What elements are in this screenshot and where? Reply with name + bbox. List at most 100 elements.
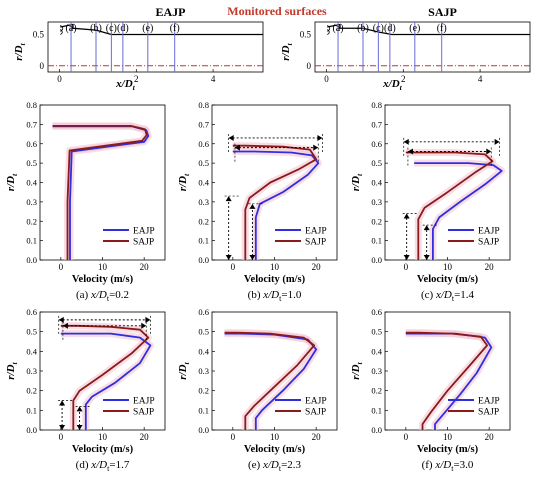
series-line-sajp: [60, 324, 150, 430]
y-tick-label: 0.3: [26, 197, 37, 207]
arrow-head: [58, 316, 64, 323]
series-line-eajp: [60, 332, 152, 430]
legend-label-sajp: SAJP: [478, 408, 499, 418]
y-tick-label: 0.7: [371, 119, 382, 129]
x-tick-label: 10: [98, 262, 108, 272]
top-panel-title: SAJP: [428, 5, 457, 19]
y-axis-label-main: r/D: [280, 45, 292, 60]
arrow-head: [403, 138, 409, 145]
legend-label-sajp: SAJP: [305, 238, 326, 248]
caption-value: =2.3: [281, 459, 301, 471]
series-glow-eajp: [224, 330, 320, 430]
velocity-panel-d: 0 10 20 0.0 0.1 0.2 0.3 0.4 0.5 0.6 Velocity (m/s)…: [5, 307, 166, 473]
y-tick-label: 0.5: [371, 158, 382, 168]
series-line-sajp: [232, 144, 318, 260]
y-tick-label: 0.1: [26, 236, 37, 246]
x-tick-label: 0: [404, 262, 409, 272]
arrow-head: [225, 196, 232, 202]
top-panel-frame: [314, 21, 531, 73]
y-tick-label: 0.3: [198, 197, 209, 207]
caption-prefix: (c): [421, 289, 436, 301]
y-tick-label: 0.4: [26, 346, 37, 356]
arrow-head: [225, 255, 232, 260]
y-tick-label: 0.7: [198, 119, 209, 129]
x-tick-label: 2: [401, 74, 406, 84]
y-axis-label-sub: t: [18, 42, 27, 45]
y-axis-label-main: r/D: [177, 176, 189, 191]
velocity-profile-panels: 0 10 20 0.0 0.1 0.2 0.3 0.4 0.5 0.6 0.7 0.8 Velocity…: [5, 100, 511, 473]
y-axis-label: r/Dt: [280, 42, 294, 60]
series-line-eajp: [414, 162, 503, 260]
nozzle-inlet-shape: [60, 25, 64, 35]
legend-label-sajp: SAJP: [133, 238, 154, 248]
x-axis-label: x/Dt: [115, 78, 136, 92]
series-line-sajp: [224, 331, 316, 430]
caption-variable: x/D: [434, 459, 451, 471]
y-tick-label: 0.5: [26, 158, 37, 168]
y-tick-label: 0.3: [26, 366, 37, 376]
top-panel-title: EAJP: [156, 5, 186, 19]
x-tick-label: 20: [312, 432, 322, 442]
y-tick-label: 0.3: [198, 366, 209, 376]
arrow-head: [228, 134, 234, 141]
arrow-head: [249, 255, 256, 260]
x-tick-label: 4: [211, 74, 216, 84]
surface-label-a: (a): [332, 23, 343, 34]
y-tick-label: 0.2: [26, 216, 37, 226]
legend-label-eajp: EAJP: [133, 397, 155, 407]
caption-subscript: t: [451, 464, 454, 473]
legend-label-eajp: EAJP: [133, 227, 155, 237]
y-tick-label: 0.2: [26, 386, 37, 396]
x-axis-label: Velocity (m/s): [417, 274, 479, 285]
y-tick-label: 0.6: [198, 307, 209, 317]
y-tick-label: 0.2: [371, 216, 382, 226]
velocity-panel-e: 0 10 20 0.0 0.1 0.2 0.3 0.4 0.5 0.6 Velocity (m/s)…: [177, 307, 338, 473]
x-tick-label: 10: [443, 432, 453, 442]
arrow-head: [403, 213, 410, 219]
x-tick-label: 0: [59, 262, 64, 272]
y-tick-label: 0.1: [198, 236, 209, 246]
series-line-eajp: [224, 332, 318, 430]
y-tick-label: 0.1: [26, 405, 37, 415]
y-tick-label: 0.1: [371, 405, 382, 415]
y-axis-label-sub: t: [10, 173, 19, 176]
surface-label-b: (b): [357, 23, 369, 34]
series-line-sajp: [52, 125, 148, 260]
y-tick-label: 0.0: [198, 425, 209, 435]
y-axis-label-sub: t: [10, 361, 19, 364]
y-tick-label: 0.7: [26, 119, 37, 129]
y-tick-label: 0.6: [371, 307, 382, 317]
y-tick-label: 0.5: [198, 158, 209, 168]
arrow-head: [234, 144, 240, 151]
caption-variable: x/D: [262, 289, 279, 301]
x-axis-label-main: x/D: [382, 78, 400, 90]
caption-value: =1.0: [281, 289, 301, 301]
x-tick-label: 0: [59, 432, 64, 442]
panel-caption: (d) x/Dt=1.7: [76, 459, 130, 473]
y-axis-label-main: r/D: [350, 176, 362, 191]
series-line-sajp: [405, 331, 489, 430]
x-tick-label: 20: [140, 262, 150, 272]
x-tick-label: 0: [231, 262, 236, 272]
y-axis-label: r/Dt: [177, 361, 191, 379]
y-tick-label: 0.5: [300, 30, 312, 40]
monitored-surfaces-label: Monitored surfaces: [227, 4, 327, 18]
top-panels: EAJP(a) (b) (c) (d) (e) (f)0 2 400.5x/Dtr/DtSAJ…: [13, 5, 531, 92]
x-tick-label: 0: [57, 74, 62, 84]
series-line-sajp: [405, 151, 494, 260]
caption-variable: x/D: [435, 289, 452, 301]
surface-label-b: (b): [90, 23, 102, 34]
y-tick-label: 0.4: [371, 346, 382, 356]
y-tick-label: 0.0: [371, 255, 382, 265]
arrow-head: [407, 148, 413, 155]
y-tick-label: 0.6: [371, 139, 382, 149]
x-axis-label: Velocity (m/s): [72, 444, 134, 455]
series-line-eajp: [232, 150, 320, 260]
legend-label-sajp: SAJP: [305, 408, 326, 418]
legend-label-sajp: SAJP: [133, 408, 154, 418]
y-axis-label-main: r/D: [177, 364, 189, 379]
y-axis-label-main: r/D: [5, 364, 17, 379]
caption-subscript: t: [107, 464, 110, 473]
y-tick-label: 0.5: [198, 327, 209, 337]
